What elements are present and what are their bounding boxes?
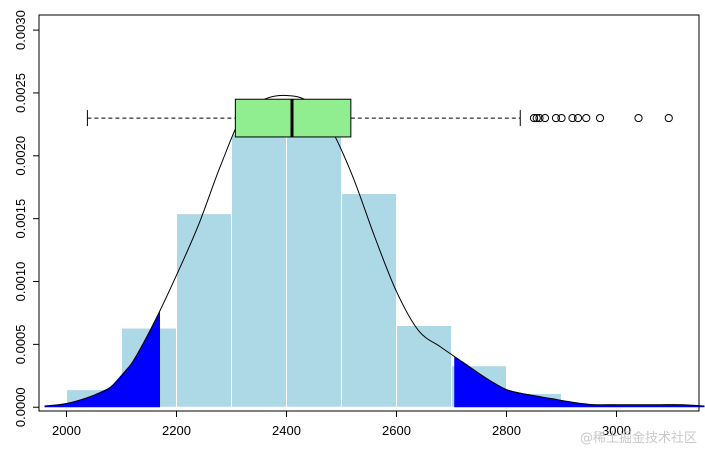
x-tick-label: 2800	[492, 423, 521, 438]
y-tick-label: 0.0000	[13, 387, 28, 427]
y-tick-label: 0.0025	[13, 73, 28, 113]
x-tick-label: 2400	[272, 423, 301, 438]
x-tick-label: 2200	[162, 423, 191, 438]
histogram-bar	[286, 133, 342, 408]
boxplot-outlier	[535, 113, 544, 123]
boxplot-outlier	[557, 113, 566, 123]
y-tick-label: 0.0010	[13, 262, 28, 302]
histogram-bar	[396, 325, 452, 408]
plot-area	[44, 94, 705, 408]
x-tick-label: 2600	[382, 423, 411, 438]
histogram-bar	[341, 193, 397, 408]
x-axis: 2000 2200 2400 2600 2800 3000	[52, 411, 631, 438]
boxplot-outlier	[540, 113, 550, 123]
boxplot-outlier	[664, 113, 673, 123]
x-tick-label: 2000	[52, 423, 81, 438]
y-axis: 0.0000 0.0005 0.0010 0.0015 0.0020 0.0025 0.00…	[13, 10, 39, 427]
y-tick-label: 0.0030	[13, 10, 28, 50]
histogram-bar	[176, 213, 232, 408]
boxplot-outlier	[595, 113, 605, 123]
histogram-bar	[231, 133, 287, 408]
y-tick-label: 0.0020	[13, 136, 28, 176]
x-tick-label: 3000	[602, 423, 631, 438]
boxplot-outlier	[573, 113, 583, 123]
plot-frame	[38, 14, 700, 412]
upper-tail-fill	[454, 356, 705, 408]
boxplot-outlier	[634, 113, 643, 123]
boxplot-outlier	[582, 113, 591, 123]
y-tick-label: 0.0015	[13, 199, 28, 239]
boxplot-outlier	[568, 113, 577, 123]
boxplot-outlier	[532, 113, 541, 123]
lower-tail-fill	[44, 310, 160, 408]
density-curve	[44, 94, 705, 407]
y-tick-label: 0.0005	[13, 324, 28, 364]
watermark: @稀土掘金技术社区	[580, 430, 697, 446]
boxplot-outlier	[551, 113, 561, 123]
boxplot-outlier	[529, 113, 539, 123]
